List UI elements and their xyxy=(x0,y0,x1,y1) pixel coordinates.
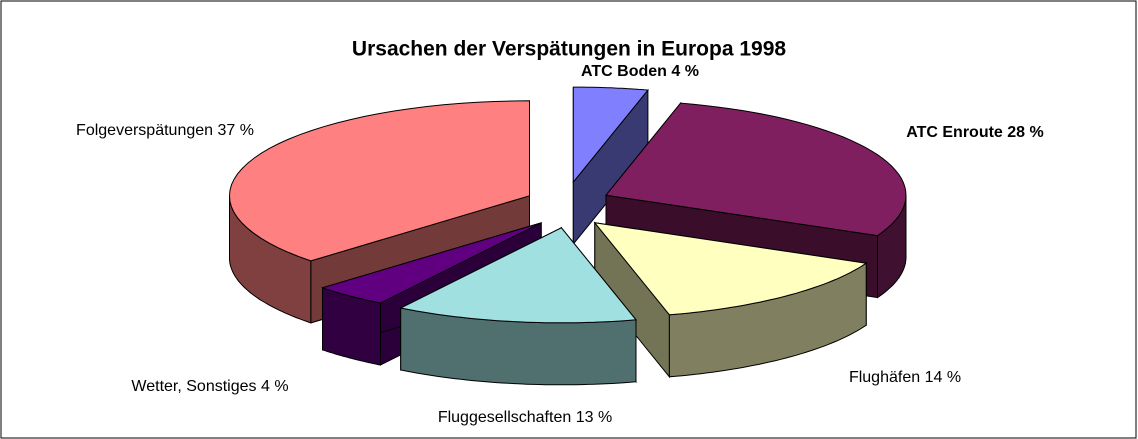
slice-value: 37 % xyxy=(217,122,253,139)
slice-name: Fluggesellschaften xyxy=(438,409,571,426)
slice-name: ATC Enroute xyxy=(906,124,1003,141)
slice-top xyxy=(320,222,542,304)
chart-title: Ursachen der Verspätungen in Europa 1998 xyxy=(352,38,786,61)
slice-top xyxy=(399,227,637,324)
slice-label: Wetter, Sonstiges 4 % xyxy=(131,378,288,395)
slice-name: ATC Boden xyxy=(581,63,667,80)
slice-name: Folgeverspätungen xyxy=(76,122,213,139)
slice-value: 13 % xyxy=(576,409,612,426)
slice-label: ATC Enroute 28 % xyxy=(906,124,1044,141)
slice-label: Folgeverspätungen 37 % xyxy=(76,122,254,139)
slice xyxy=(399,226,637,386)
slice-label: Flughäfen 14 % xyxy=(849,369,961,386)
slice-name: Wetter, Sonstiges xyxy=(131,378,256,395)
slice-value: 4 % xyxy=(671,63,699,80)
slice-value: 4 % xyxy=(261,378,289,395)
slice-top xyxy=(572,86,649,184)
slice-label: Fluggesellschaften 13 % xyxy=(438,409,612,426)
slice-top xyxy=(593,222,868,316)
slice-value: 28 % xyxy=(1007,124,1043,141)
slice-name: Flughäfen xyxy=(849,369,920,386)
slice xyxy=(572,86,649,246)
slice-top xyxy=(228,100,530,262)
slice-label: ATC Boden 4 % xyxy=(581,63,699,80)
slice-value: 14 % xyxy=(925,369,961,386)
slice-top xyxy=(605,102,907,237)
slice xyxy=(593,221,868,379)
